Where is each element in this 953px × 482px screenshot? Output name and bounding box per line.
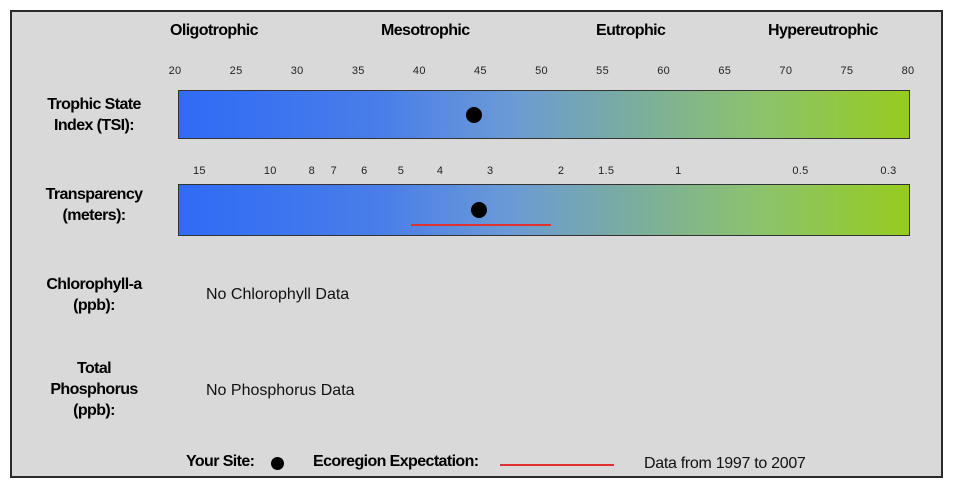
transparency-row-label: Transparency (meters): [24,184,164,226]
transparency-tick-label: 0.5 [792,165,809,177]
tsi-tick-label: 50 [535,65,548,77]
trophic-state-chart: Oligotrophic Mesotrophic Eutrophic Hyper… [10,10,943,478]
tsi-row-label: Trophic State Index (TSI): [24,94,164,136]
transparency-tick-label: 5 [397,165,405,177]
chlorophyll-row-label: Chlorophyll-a (ppb): [24,274,164,316]
transparency-tick-label: 15 [193,165,206,177]
legend-ecoregion-line-icon [500,464,614,466]
transparency-tick-label: 2 [557,165,565,177]
phosphorus-label-line3: (ppb): [73,402,115,419]
tsi-tick-label: 55 [596,65,609,77]
transparency-tick-label: 10 [263,165,277,177]
phosphorus-label-line1: Total [76,360,112,377]
transparency-tick-label: 4 [436,165,444,177]
transparency-tick-label: 3 [486,165,494,177]
tsi-tick-label: 70 [779,65,793,77]
state-mesotrophic: Mesotrophic [381,22,470,39]
phosphorus-row-label: Total Phosphorus (ppb): [24,358,164,421]
legend-your-site-label: Your Site: [186,453,255,470]
legend-data-range: Data from 1997 to 2007 [644,455,806,472]
legend-site-marker-icon [271,457,284,470]
tsi-tick-label: 40 [412,65,426,77]
chlorophyll-no-data: No Chlorophyll Data [206,286,350,303]
transparency-tick-label: 1.5 [598,165,615,177]
transparency-label-line1: Transparency [45,186,143,203]
tsi-tick-label: 75 [840,65,854,77]
transparency-gradient-bar [178,184,910,236]
tsi-tick-label: 80 [901,65,915,77]
transparency-tick-label: 1 [675,165,682,177]
ecoregion-expectation-line [411,224,551,226]
tsi-tick-label: 20 [168,65,182,77]
tsi-tick-label: 60 [657,65,671,77]
phosphorus-label-line2: Phosphorus [50,381,138,398]
transparency-tick-label: 0.3 [880,165,897,177]
state-hypereutrophic: Hypereutrophic [768,22,878,39]
chlorophyll-label-line2: (ppb): [73,297,115,314]
transparency-tick-label: 6 [361,165,368,177]
tsi-gradient-bar [178,90,910,139]
tsi-site-marker [466,107,483,123]
transparency-tick-label: 7 [330,165,338,177]
phosphorus-no-data: No Phosphorus Data [206,382,355,399]
tsi-tick-label: 45 [473,65,487,77]
tsi-label-line2: Index (TSI): [54,117,135,134]
tsi-label-line1: Trophic State [47,96,141,113]
tsi-tick-label: 25 [229,65,243,77]
transparency-site-marker [471,202,488,218]
state-oligotrophic: Oligotrophic [170,22,259,39]
legend-ecoregion-label: Ecoregion Expectation: [313,453,479,470]
chlorophyll-label-line1: Chlorophyll-a [46,276,142,293]
transparency-label-line2: (meters): [62,207,126,224]
tsi-tick-label: 35 [351,65,365,77]
tsi-tick-label: 30 [290,65,304,77]
state-eutrophic: Eutrophic [596,22,666,39]
transparency-tick-label: 8 [308,165,316,177]
tsi-tick-label: 65 [718,65,732,77]
